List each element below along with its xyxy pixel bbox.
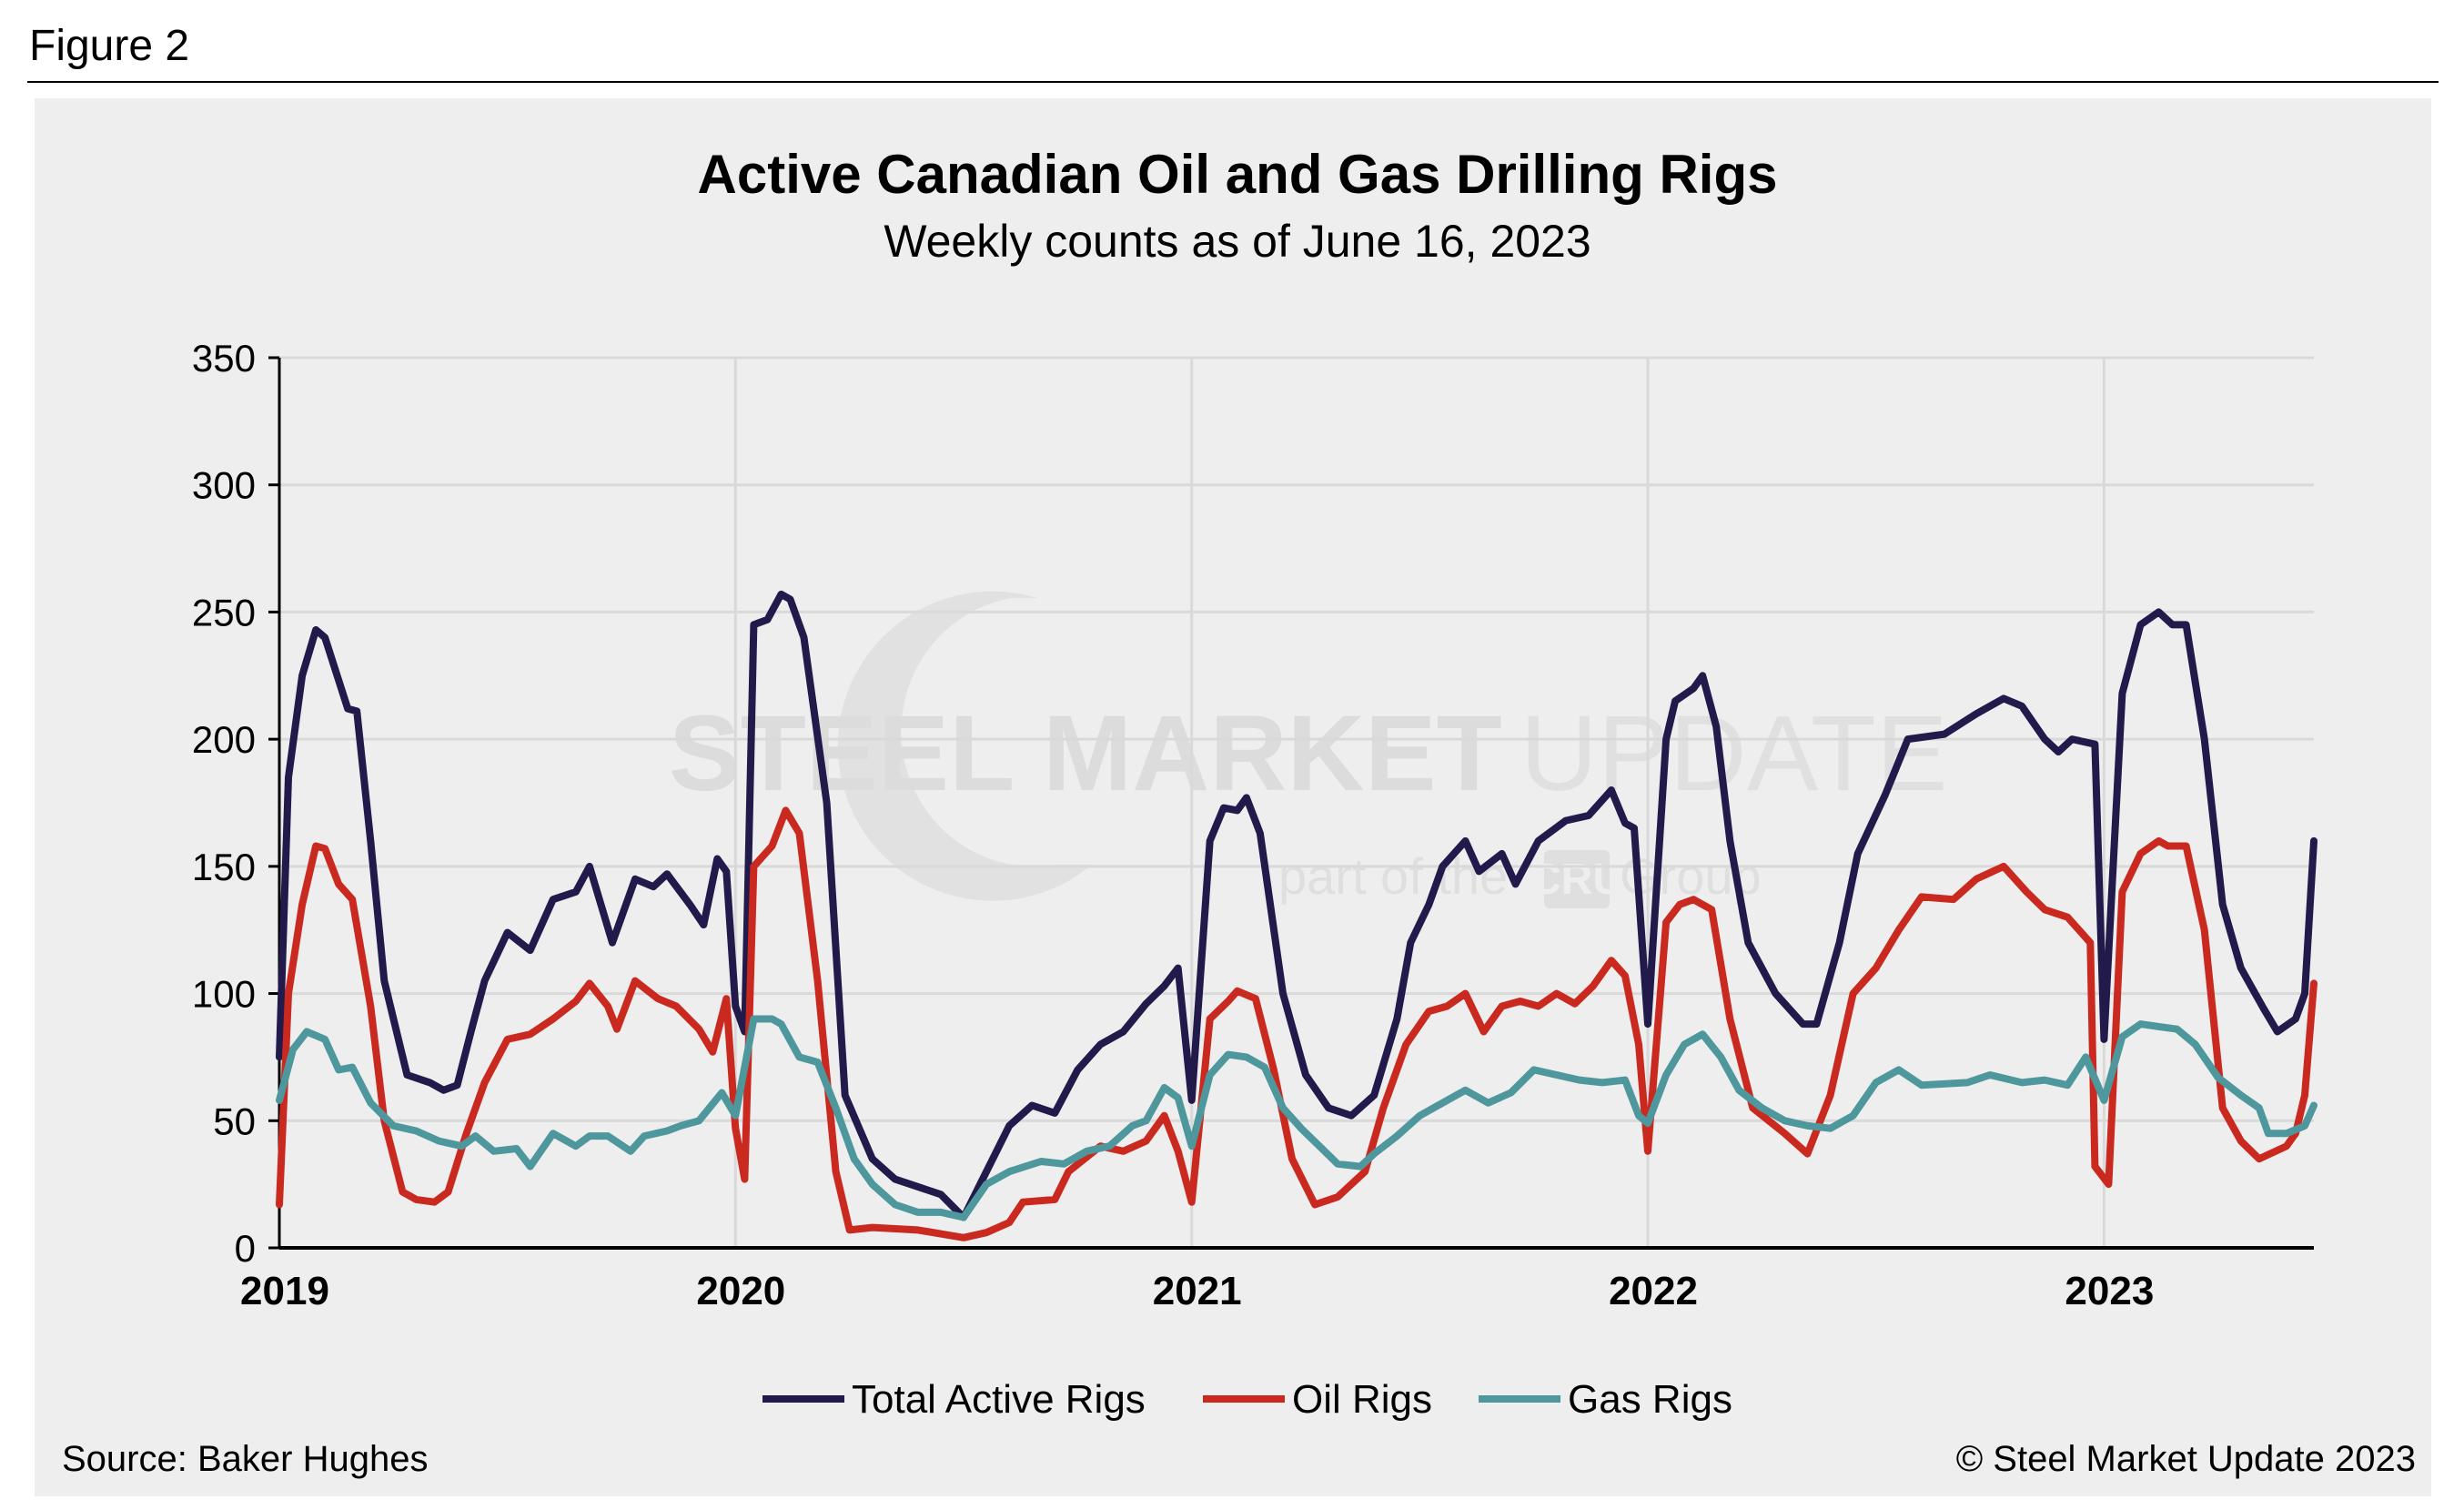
legend-item-oil[interactable]: Oil Rigs — [1203, 1377, 1432, 1422]
series-line-gas — [276, 1015, 2318, 1221]
x-tick-label: 2020 — [696, 1269, 785, 1313]
watermark-light: UPDATE — [1520, 694, 1948, 814]
watermark-cru: CRU — [1530, 856, 1624, 904]
y-tick-label: 50 — [213, 1100, 256, 1142]
series-line-total — [276, 590, 2318, 1221]
legend-label-total: Total Active Rigs — [852, 1377, 1146, 1422]
legend-item-total[interactable]: Total Active Rigs — [762, 1377, 1146, 1422]
watermark-logo-arc — [837, 591, 1092, 901]
y-tick-label: 200 — [192, 718, 256, 761]
x-tick-label: 2023 — [2065, 1269, 2154, 1313]
figure-label: Figure 2 — [29, 22, 189, 70]
series-lines — [276, 590, 2318, 1241]
y-tick-label: 250 — [192, 591, 256, 633]
y-tick-label: 0 — [235, 1227, 256, 1270]
x-tick-label: 2022 — [1609, 1269, 1698, 1313]
y-tick-label: 350 — [192, 337, 256, 380]
tick-labels: 0 50 100 150 200 250 300 350 2019 2020 2021 2022 202… — [192, 337, 2154, 1313]
chart-panel — [31, 95, 2435, 1500]
y-tick-label: 150 — [192, 846, 256, 888]
legend-label-gas: Gas Rigs — [1568, 1377, 1732, 1422]
y-tick-label: 100 — [192, 973, 256, 1016]
chart-title: Active Canadian Oil and Gas Drilling Rig… — [698, 144, 1778, 205]
legend-item-gas[interactable]: Gas Rigs — [1479, 1377, 1732, 1422]
legend-label-oil: Oil Rigs — [1292, 1377, 1432, 1422]
x-tick-label: 2019 — [240, 1269, 329, 1313]
watermark: STEEL MARKET UPDATE part of the CRU Group — [669, 591, 1948, 908]
series-line-oil — [276, 806, 2318, 1241]
copyright-note: © Steel Market Update 2023 — [1956, 1439, 2416, 1479]
chart-subtitle: Weekly counts as of June 16, 2023 — [884, 216, 1590, 267]
source-note: Source: Baker Hughes — [62, 1439, 428, 1479]
legend: Total Active Rigs Oil Rigs Gas Rigs — [762, 1377, 1732, 1422]
x-tick-label: 2021 — [1153, 1269, 1242, 1313]
watermark-bold: STEEL MARKET — [669, 694, 1502, 814]
y-tick-label: 300 — [192, 464, 256, 507]
